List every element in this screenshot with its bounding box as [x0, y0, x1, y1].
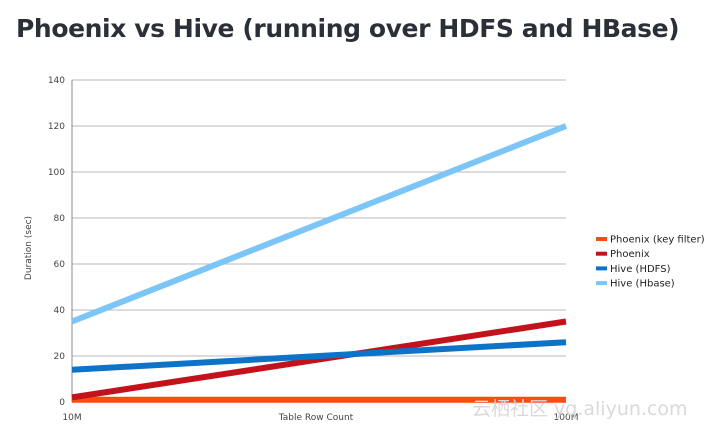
chart-series	[70, 123, 568, 403]
x-axis-label: Table Row Count	[278, 413, 354, 423]
y-tick-label: 80	[54, 214, 66, 224]
page-title: Phoenix vs Hive (running over HDFS and H…	[16, 14, 680, 43]
y-axis-label: Duration (sec)	[24, 216, 34, 280]
legend-label: Phoenix	[610, 249, 650, 260]
y-tick-label: 20	[54, 352, 66, 362]
x-axis-ticks: 10M 100M	[62, 413, 578, 423]
y-tick-label: 120	[48, 122, 65, 132]
series-line-hive-hdfs	[71, 339, 567, 373]
y-tick-label: 40	[54, 306, 66, 316]
x-tick-label: 10M	[62, 413, 81, 423]
series-line-phoenix	[71, 318, 567, 401]
series-line-hive-hbase	[70, 123, 568, 325]
legend-label: Hive (Hbase)	[610, 279, 675, 290]
legend-label: Phoenix (key filter)	[610, 235, 705, 246]
chart-legend: Phoenix (key filter) Phoenix Hive (HDFS) Hi…	[596, 235, 705, 290]
y-tick-label: 60	[54, 260, 66, 270]
watermark-text: 云栖社区 yq.aliyun.com	[472, 398, 688, 420]
y-axis-ticks: 0 20 40 60 80 100 120 140	[48, 76, 65, 408]
x-tick-label: 100M	[554, 413, 579, 423]
legend-label: Hive (HDFS)	[610, 264, 671, 275]
y-tick-label: 0	[59, 398, 65, 408]
y-tick-label: 100	[48, 168, 65, 178]
y-tick-label: 140	[48, 76, 65, 86]
